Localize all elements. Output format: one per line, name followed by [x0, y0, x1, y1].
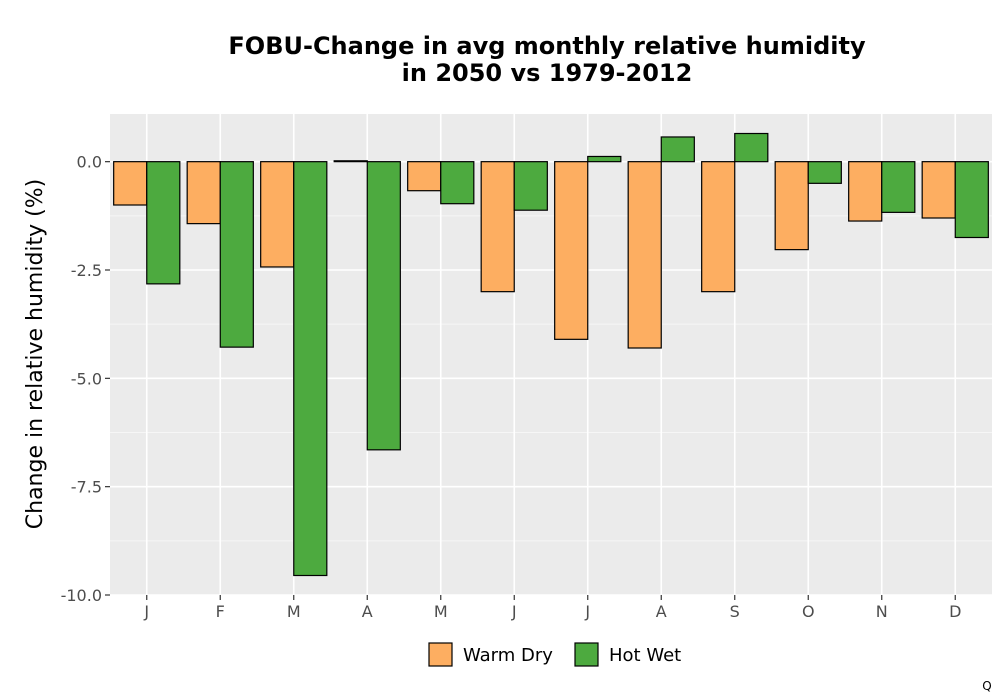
axis-layer: 0.0 -2.5 -5.0 -7.5 -10.0 J F M A M J J A S O N D [61, 153, 962, 621]
bar-warm-dry-12 [921, 161, 956, 219]
x-tick-label: D [949, 602, 961, 621]
x-tick-label: J [584, 602, 590, 621]
bar-hot-wet-7 [587, 155, 622, 163]
chart-title-line-2: in 2050 vs 1979-2012 [402, 59, 693, 87]
grid-layer [110, 114, 992, 596]
bar-hot-wet-9 [734, 132, 769, 163]
x-tick-label: M [434, 602, 448, 621]
bar-warm-dry-7 [554, 161, 589, 340]
bar-hot-wet-8 [660, 136, 695, 163]
bars-layer [113, 132, 989, 577]
bar-warm-dry-2 [186, 161, 221, 225]
bar-hot-wet-11 [881, 161, 916, 213]
legend: Warm Dry Hot Wet [428, 642, 681, 667]
bar-warm-dry-5 [407, 161, 442, 192]
bar-hot-wet-5 [440, 161, 475, 205]
bar-warm-dry-8 [627, 161, 662, 349]
y-tick-label: -7.5 [71, 478, 102, 497]
x-tick-label: N [876, 602, 888, 621]
x-tick-label: J [511, 602, 517, 621]
x-tick-label: J [143, 602, 149, 621]
corner-mark: Q [982, 679, 991, 693]
bar-hot-wet-12 [954, 161, 989, 239]
bar-warm-dry-6 [480, 161, 515, 293]
x-tick-label: A [362, 602, 373, 621]
x-tick-label: A [656, 602, 667, 621]
chart-title-line-1: FOBU-Change in avg monthly relative humi… [228, 32, 866, 60]
bar-hot-wet-1 [146, 161, 181, 285]
x-tick-label: M [287, 602, 301, 621]
y-tick-label: 0.0 [77, 153, 102, 172]
y-tick-label: -10.0 [61, 586, 102, 605]
x-tick-label: O [802, 602, 815, 621]
y-axis-label: Change in relative humidity (%) [23, 179, 48, 529]
legend-label-warm-dry: Warm Dry [463, 645, 553, 666]
bar-warm-dry-3 [260, 161, 295, 268]
bar-hot-wet-6 [513, 161, 548, 211]
plot-panel [110, 114, 992, 595]
x-tick-label: F [216, 602, 225, 621]
legend-swatch-hot-wet [574, 642, 599, 667]
bar-warm-dry-1 [113, 161, 148, 206]
bar-warm-dry-4 [333, 160, 368, 163]
bar-warm-dry-10 [774, 161, 809, 251]
y-tick-label: -2.5 [71, 261, 102, 280]
bar-warm-dry-9 [701, 161, 736, 293]
legend-label-hot-wet: Hot Wet [609, 645, 681, 666]
bar-warm-dry-11 [848, 161, 883, 222]
legend-swatch-warm-dry [428, 642, 453, 667]
bar-hot-wet-4 [366, 161, 401, 451]
bar-hot-wet-3 [293, 161, 328, 577]
x-tick-label: S [730, 602, 740, 621]
bar-hot-wet-10 [807, 161, 842, 184]
y-tick-label: -5.0 [71, 369, 102, 388]
bar-hot-wet-2 [219, 161, 254, 348]
